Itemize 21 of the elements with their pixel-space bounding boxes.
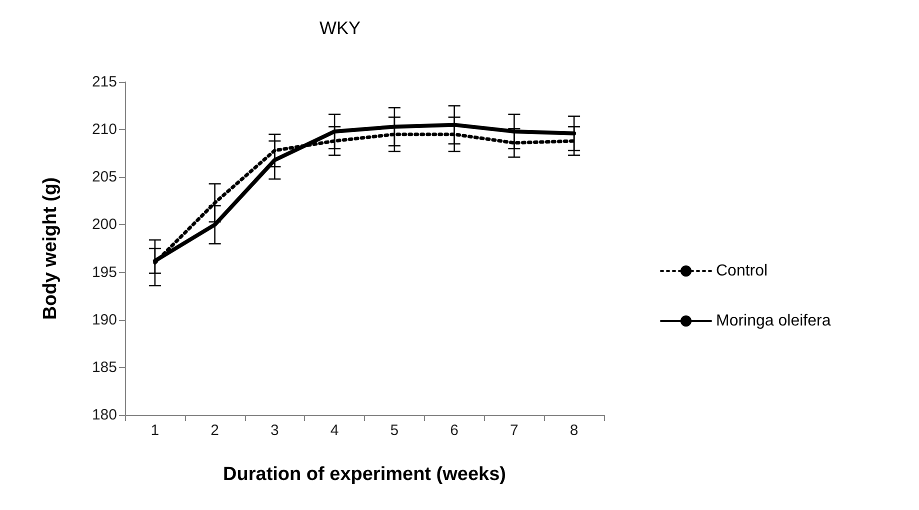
y-tick-label: 190 <box>92 311 117 328</box>
y-tick-label: 185 <box>92 358 117 376</box>
y-tick-label: 210 <box>92 121 117 138</box>
chart-title: WKY <box>319 18 361 38</box>
y-tick-label: 195 <box>92 264 117 281</box>
y-axis-title: Body weight (g) <box>40 177 61 320</box>
legend-label: Control <box>716 262 768 280</box>
x-tick-label: 8 <box>570 422 578 439</box>
x-tick-label: 6 <box>450 422 458 439</box>
x-tick-label: 3 <box>270 422 279 439</box>
x-tick-label: 5 <box>390 422 399 439</box>
x-tick-label: 7 <box>510 422 518 439</box>
y-tick-label: 180 <box>92 406 117 424</box>
x-tick-label: 4 <box>330 422 339 439</box>
x-axis-title: Duration of experiment (weeks) <box>223 464 506 485</box>
legend-label: Moringa oleifera <box>716 312 831 330</box>
y-tick-label: 215 <box>92 74 117 90</box>
y-tick-label: 205 <box>92 168 117 186</box>
y-tick-label: 200 <box>92 216 117 234</box>
x-tick-label: 1 <box>150 422 160 439</box>
x-tick-label: 2 <box>210 422 219 439</box>
